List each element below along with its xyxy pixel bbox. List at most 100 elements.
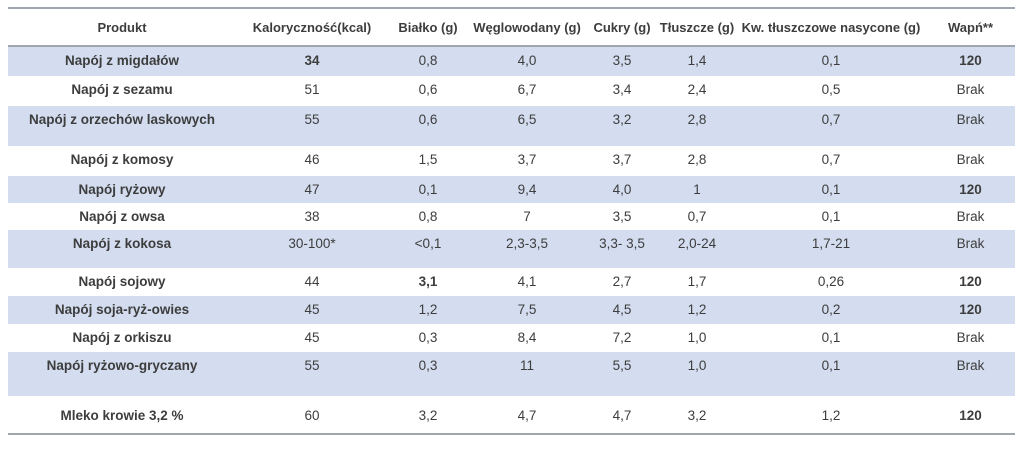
product-cell: Napój z owsa — [79, 209, 165, 224]
value-cell: 4,7 — [517, 408, 537, 423]
value-cell: 2,0-24 — [658, 230, 736, 268]
value-cell: 2,7 — [612, 274, 632, 289]
value-cell: 3,3- 3,5 — [586, 230, 658, 268]
value-cell: 0,5 — [821, 82, 841, 97]
header-row: Produkt Kaloryczność(kcal) Białko (g) Węglo… — [8, 8, 1015, 46]
value-cell: Brak — [956, 82, 985, 97]
table-row: Napój soja-ryż-owies 45 1,2 7,5 4,5 1,2 0,2 120 — [8, 296, 1015, 324]
value-cell: 0,8 — [388, 46, 468, 76]
column-header: Węglowodany (g) — [473, 19, 581, 35]
table-body: Napój z migdałów 34 0,8 4,0 3,5 1,4 0,1 120 Napó… — [8, 46, 1015, 434]
value-cell: 0,6 — [418, 82, 438, 97]
value-cell: Brak — [956, 209, 985, 224]
value-cell: 0,1 — [736, 46, 926, 76]
product-cell: Napój z orkiszu — [72, 330, 172, 345]
value-cell: 3,2 — [586, 106, 658, 146]
product-cell: Napój ryżowo-gryczany — [8, 352, 236, 396]
value-cell: 0,1 — [388, 176, 468, 203]
table-row: Napój ryżowy 47 0,1 9,4 4,0 1 0,1 120 — [8, 176, 1015, 203]
table-row: Napój z komosy 46 1,5 3,7 3,7 2,8 0,7 Brak — [8, 146, 1015, 176]
value-cell: 0,3 — [418, 330, 438, 345]
value-cell: 0,7 — [821, 152, 841, 167]
column-header: Wapń** — [947, 19, 994, 35]
value-cell: 120 — [926, 46, 1015, 76]
value-cell: 4,1 — [517, 274, 537, 289]
value-cell: 2,4 — [687, 82, 707, 97]
value-cell: Brak — [926, 106, 1015, 146]
value-cell: 7 — [523, 209, 531, 224]
product-cell: Napój z migdałów — [8, 46, 236, 76]
value-cell: 46 — [304, 152, 320, 167]
value-cell: 0,7 — [687, 209, 707, 224]
value-cell: 120 — [926, 176, 1015, 203]
value-cell: 5,5 — [586, 352, 658, 396]
value-cell: 7,2 — [612, 330, 632, 345]
value-cell: Brak — [926, 352, 1015, 396]
product-cell: Napój soja-ryż-owies — [8, 296, 236, 324]
value-cell: 3,5 — [612, 209, 632, 224]
value-cell: 4,0 — [586, 176, 658, 203]
value-cell: 3,5 — [586, 46, 658, 76]
nutrition-table: Produkt Kaloryczność(kcal) Białko (g) Węglo… — [8, 7, 1015, 435]
table-row: Napój z owsa 38 0,8 7 3,5 0,7 0,1 Brak — [8, 203, 1015, 230]
value-cell: 3,7 — [612, 152, 632, 167]
value-cell: 1,2 — [388, 296, 468, 324]
value-cell: 3,1 — [418, 274, 438, 289]
nutrition-table-region: Produkt Kaloryczność(kcal) Białko (g) Węglo… — [8, 7, 1015, 435]
value-cell: 0,1 — [736, 176, 926, 203]
column-header: Kw. tłuszczowe nasycone (g) — [741, 19, 921, 35]
value-cell: 1,4 — [658, 46, 736, 76]
value-cell: 51 — [304, 82, 320, 97]
value-cell: 1,0 — [687, 330, 707, 345]
value-cell: 60 — [304, 408, 320, 423]
column-header: Kaloryczność(kcal) — [252, 19, 372, 35]
table-row: Napój z orkiszu 45 0,3 8,4 7,2 1,0 0,1 Brak — [8, 324, 1015, 352]
value-cell: 9,4 — [468, 176, 586, 203]
value-cell: 55 — [236, 106, 388, 146]
value-cell: 0,1 — [736, 352, 926, 396]
value-cell: Brak — [956, 152, 985, 167]
value-cell: 30-100* — [236, 230, 388, 268]
column-header: Cukry (g) — [593, 19, 651, 35]
table-row: Napój z sezamu 51 0,6 6,7 3,4 2,4 0,5 Brak — [8, 76, 1015, 106]
value-cell: 1,7 — [687, 274, 707, 289]
value-cell: 0,7 — [736, 106, 926, 146]
value-cell: 3,2 — [687, 408, 707, 423]
value-cell: 6,5 — [468, 106, 586, 146]
column-header: Tłuszcze (g) — [659, 19, 735, 35]
value-cell: 3,2 — [418, 408, 438, 423]
value-cell: 120 — [959, 274, 982, 289]
product-cell: Napój sojowy — [78, 274, 166, 289]
column-header: Produkt — [97, 19, 147, 35]
value-cell: 45 — [304, 330, 320, 345]
value-cell: 11 — [468, 352, 586, 396]
value-cell: 2,8 — [687, 152, 707, 167]
value-cell: 38 — [304, 209, 320, 224]
value-cell: 1,2 — [658, 296, 736, 324]
value-cell: Brak — [926, 230, 1015, 268]
value-cell: 0,1 — [821, 330, 841, 345]
value-cell: 2,8 — [658, 106, 736, 146]
table-row: Napój z migdałów 34 0,8 4,0 3,5 1,4 0,1 120 — [8, 46, 1015, 76]
value-cell: 1,0 — [658, 352, 736, 396]
value-cell: 1,7-21 — [736, 230, 926, 268]
table-row: Napój z orzechów laskowych 55 0,6 6,5 3,2 2,8… — [8, 106, 1015, 146]
value-cell: 0,26 — [817, 274, 845, 289]
value-cell: 3,4 — [612, 82, 632, 97]
value-cell: 6,7 — [517, 82, 537, 97]
value-cell: 4,0 — [468, 46, 586, 76]
value-cell: 4,7 — [612, 408, 632, 423]
value-cell: 1,5 — [418, 152, 438, 167]
value-cell: 2,3-3,5 — [468, 230, 586, 268]
value-cell: 47 — [236, 176, 388, 203]
value-cell: 4,5 — [586, 296, 658, 324]
table-row: Napój ryżowo-gryczany 55 0,3 11 5,5 1,0 0,1 Bra… — [8, 352, 1015, 396]
value-cell: 120 — [926, 296, 1015, 324]
value-cell: Brak — [956, 330, 985, 345]
value-cell: 0,2 — [736, 296, 926, 324]
product-cell: Napój z orzechów laskowych — [8, 106, 236, 146]
value-cell: 55 — [236, 352, 388, 396]
value-cell: 7,5 — [468, 296, 586, 324]
table-row: Mleko krowie 3,2 % 60 3,2 4,7 4,7 3,2 1,2 120 — [8, 396, 1015, 434]
value-cell: 34 — [236, 46, 388, 76]
